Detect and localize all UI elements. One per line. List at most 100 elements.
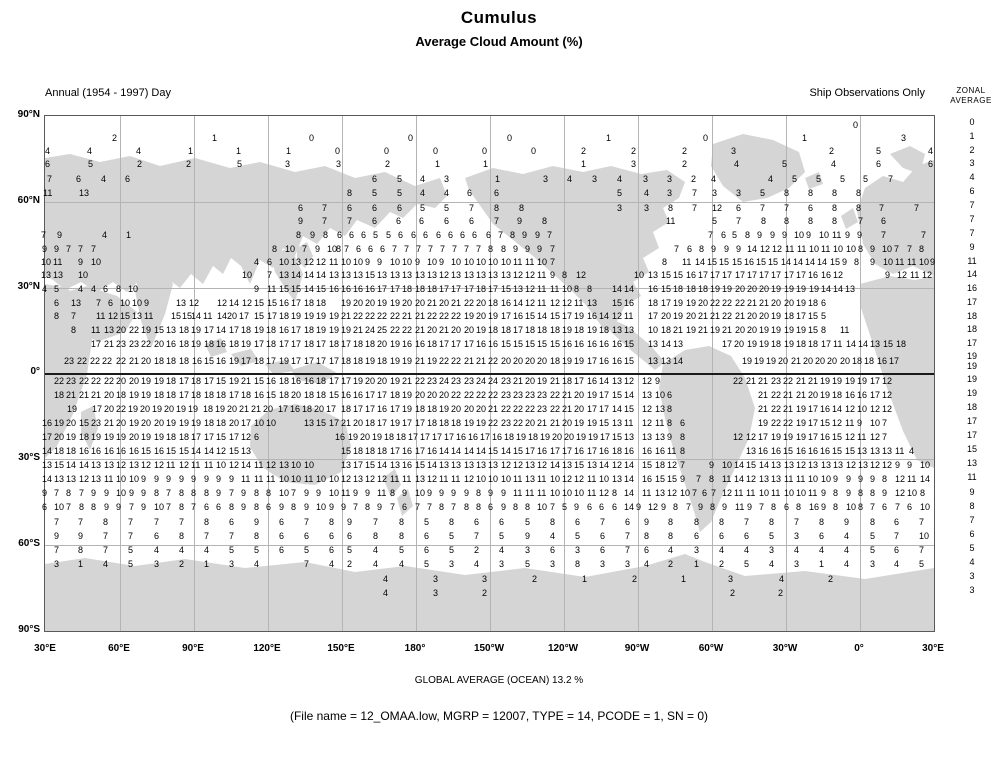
- grid-value: 2: [829, 146, 835, 156]
- grid-value: 12: [241, 432, 252, 442]
- grid-value: 16: [574, 446, 585, 456]
- grid-value: 12: [562, 298, 573, 308]
- grid-value: 17: [480, 432, 491, 442]
- grid-value: 16: [758, 446, 769, 456]
- grid-value: 19: [341, 298, 352, 308]
- grid-value: 5: [420, 203, 426, 213]
- grid-value: 7: [440, 244, 446, 254]
- longitude-tick-label: 90°W: [624, 643, 650, 654]
- grid-value: 11: [796, 474, 806, 484]
- grid-value: 9: [141, 474, 147, 484]
- grid-value: 17: [239, 311, 250, 321]
- grid-value: 13: [476, 270, 487, 280]
- grid-value: 16: [877, 356, 888, 366]
- grid-value: 10: [254, 418, 265, 428]
- grid-value: 10: [488, 474, 499, 484]
- grid-value: 20: [129, 376, 140, 386]
- grid-value: 6: [372, 203, 378, 213]
- grid-value: 3: [644, 203, 650, 213]
- zonal-average-value: 13: [966, 458, 977, 468]
- grid-value: 12: [667, 460, 678, 470]
- grid-value: 13: [771, 474, 782, 484]
- grid-value: 4: [567, 174, 573, 184]
- grid-value: 13: [655, 404, 666, 414]
- grid-value: 17: [229, 325, 240, 335]
- grid-value: 3: [617, 203, 623, 213]
- grid-value: 17: [408, 432, 419, 442]
- grid-value: 18: [216, 418, 227, 428]
- grid-value: 20: [513, 356, 524, 366]
- grid-value: 19: [809, 284, 820, 294]
- grid-value: 8: [769, 517, 775, 527]
- grid-value: 23: [501, 418, 512, 428]
- grid-value: 9: [116, 502, 122, 512]
- grid-value: 7: [71, 311, 77, 321]
- grid-value: 21: [353, 325, 364, 335]
- grid-value: 13: [53, 270, 64, 280]
- grid-value: 16: [468, 432, 479, 442]
- grid-value: 11: [784, 474, 794, 484]
- grid-value: 9: [254, 284, 260, 294]
- grid-value: 14: [846, 339, 857, 349]
- grid-value: 12: [537, 460, 548, 470]
- grid-value: 8: [832, 203, 838, 213]
- grid-value: 3: [736, 188, 742, 198]
- grid-value: 15: [365, 460, 376, 470]
- grid-value: 19: [141, 432, 152, 442]
- page-subtitle: Average Cloud Amount (%): [415, 34, 583, 49]
- grid-value: 6: [550, 545, 556, 555]
- grid-value: 11: [537, 284, 547, 294]
- grid-value: 18: [304, 298, 315, 308]
- grid-value: 4: [474, 559, 480, 569]
- grid-value: 9: [439, 488, 445, 498]
- grid-value: 7: [550, 502, 556, 512]
- grid-value: 2: [179, 559, 185, 569]
- grid-value: 10: [304, 460, 315, 470]
- grid-value: 17: [758, 432, 769, 442]
- grid-value: 7: [304, 559, 310, 569]
- grid-value: 10: [116, 474, 127, 484]
- grid-value: 18: [241, 390, 252, 400]
- grid-value: 0: [309, 133, 315, 143]
- grid-value: 19: [254, 325, 265, 335]
- grid-value: 7: [744, 517, 750, 527]
- grid-value: 19: [402, 390, 413, 400]
- longitude-tick-label: 90°E: [182, 643, 204, 654]
- grid-value: 7: [302, 244, 308, 254]
- grid-value: 13: [71, 298, 82, 308]
- grid-value: 17: [329, 376, 340, 386]
- grid-value: 12: [316, 257, 327, 267]
- grid-value: 19: [796, 404, 807, 414]
- grid-value: 6: [702, 488, 708, 498]
- grid-value: 16: [279, 298, 290, 308]
- grid-value: 16: [91, 446, 102, 456]
- grid-value: 12: [108, 311, 119, 321]
- grid-value: 20: [759, 311, 770, 321]
- grid-value: 15: [525, 339, 536, 349]
- grid-value: 8: [668, 531, 674, 541]
- grid-value: 21: [341, 311, 352, 321]
- grid-value: 18: [179, 325, 190, 335]
- grid-value: 20: [415, 298, 426, 308]
- grid-value: 8: [254, 502, 260, 512]
- zonal-average-value: 19: [966, 388, 977, 398]
- grid-value: 11: [402, 474, 412, 484]
- grid-value: 21: [758, 390, 769, 400]
- grid-value: 10: [833, 244, 844, 254]
- grid-value: 9: [858, 474, 864, 484]
- grid-value: 17: [648, 311, 659, 321]
- grid-value: 15: [883, 339, 894, 349]
- grid-value: 9: [757, 230, 763, 240]
- grid-value: 20: [164, 404, 175, 414]
- grid-value: 13: [104, 460, 115, 470]
- grid-value: 7: [907, 244, 913, 254]
- zonal-header-line2: AVERAGE: [950, 96, 992, 105]
- grid-value: 18: [427, 404, 438, 414]
- grid-value: 19: [771, 432, 782, 442]
- grid-value: 19: [154, 376, 165, 386]
- grid-value: 2: [482, 588, 488, 598]
- grid-value: 8: [525, 502, 531, 512]
- grid-value: 20: [778, 356, 789, 366]
- grid-value: 13: [166, 325, 177, 335]
- grid-value: 18: [377, 446, 388, 456]
